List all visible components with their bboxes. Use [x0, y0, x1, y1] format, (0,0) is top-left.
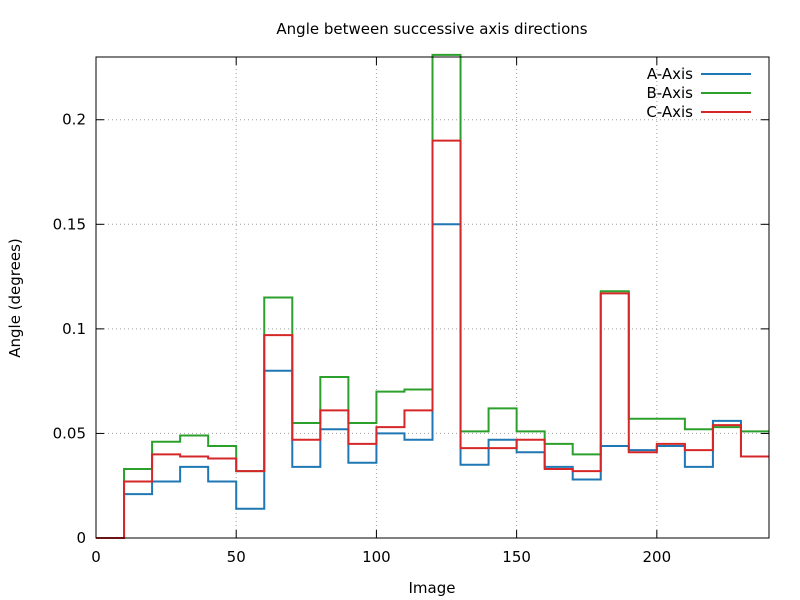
x-tick-label: 50: [227, 548, 246, 566]
plot-frame: [95, 56, 770, 539]
y-tick-label: 0.15: [53, 215, 86, 233]
y-tick-label: 0.05: [53, 424, 86, 442]
legend-label: B-Axis: [647, 84, 694, 102]
x-tick-label: 150: [502, 548, 531, 566]
y-tick-label: 0.1: [62, 320, 86, 338]
legend-label: A-Axis: [647, 65, 693, 83]
frame-layer: [95, 56, 770, 539]
tick-layer: 0 50 100 150 200 0 0.05 0.1 0.15 0.2: [53, 57, 769, 566]
chart-title: Angle between successive axis directions: [276, 20, 587, 38]
x-tick-label: 0: [91, 548, 101, 566]
y-axis-label: Angle (degrees): [6, 238, 24, 358]
series-line-c-axis: [96, 139, 769, 539]
x-axis-label: Image: [409, 579, 456, 597]
x-tick-label: 100: [362, 548, 391, 566]
series-layer: [96, 53, 769, 539]
y-tick-label: 0.2: [62, 111, 86, 129]
x-tick-label: 200: [643, 548, 672, 566]
legend-label: C-Axis: [646, 103, 693, 121]
y-tick-label: 0: [76, 529, 86, 547]
